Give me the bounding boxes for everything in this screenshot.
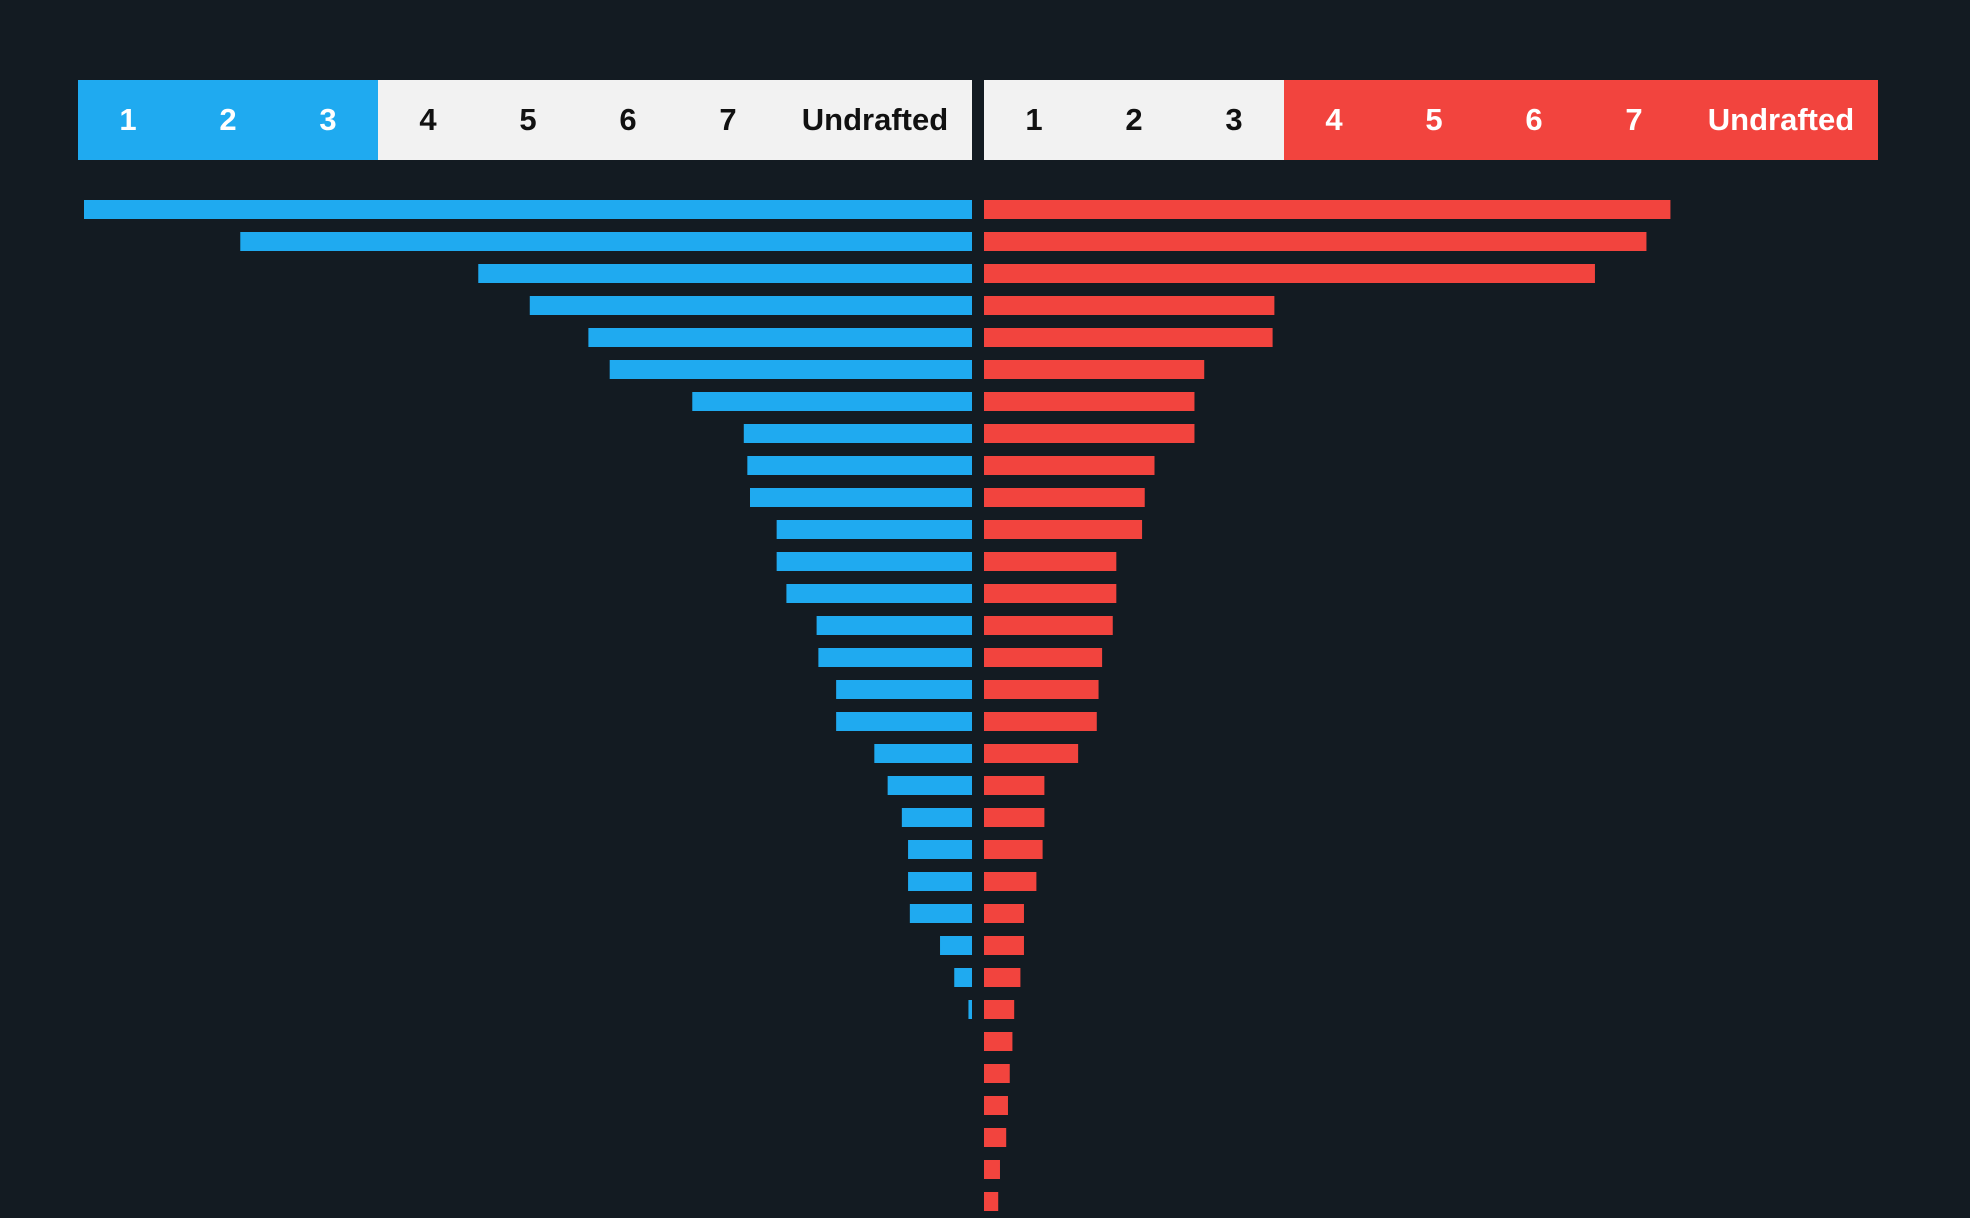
left-bar-7: [692, 392, 972, 411]
left-bar-4: [529, 296, 972, 315]
right-bar-12: [984, 552, 1117, 571]
right-bar-25: [984, 968, 1021, 987]
left-bar-14: [816, 616, 972, 635]
left-bar-21: [908, 840, 972, 859]
left-bar-6: [609, 360, 972, 379]
left-bar-10: [750, 488, 972, 507]
left-bar-24: [940, 936, 972, 955]
left-bar-20: [901, 808, 972, 827]
left-bar-11: [776, 520, 972, 539]
right-bar-31: [984, 1160, 1000, 1179]
right-bar-2: [984, 232, 1647, 251]
right-bar-13: [984, 584, 1117, 603]
legend-right-cell-6: 6: [1484, 80, 1584, 160]
legend-left: 1 2 3 4 5 6 7 Undrafted: [78, 80, 972, 160]
right-bar-6: [984, 360, 1205, 379]
right-bar-3: [984, 264, 1595, 283]
right-bar-11: [984, 520, 1143, 539]
right-bar-30: [984, 1128, 1007, 1147]
right-bar-15: [984, 648, 1103, 667]
left-bar-19: [887, 776, 972, 795]
left-bar-9: [747, 456, 972, 475]
right-bar-7: [984, 392, 1195, 411]
right-bar-10: [984, 488, 1145, 507]
right-bar-28: [984, 1064, 1010, 1083]
legend-left-cell-7: 7: [678, 80, 778, 160]
left-bar-15: [818, 648, 972, 667]
legend-right-cell-4: 4: [1284, 80, 1384, 160]
right-bar-23: [984, 904, 1024, 923]
legend-right-cell-5: 5: [1384, 80, 1484, 160]
right-bar-20: [984, 808, 1045, 827]
right-bar-32: [984, 1192, 999, 1211]
left-bar-17: [836, 712, 972, 731]
legend-right-cell-3: 3: [1184, 80, 1284, 160]
legend-right-cell-8: Undrafted: [1684, 80, 1878, 160]
legend-right-cell-7: 7: [1584, 80, 1684, 160]
left-bar-16: [836, 680, 972, 699]
right-bar-1: [984, 200, 1671, 219]
legend-left-cell-5: 5: [478, 80, 578, 160]
right-bar-26: [984, 1000, 1015, 1019]
right-bar-16: [984, 680, 1099, 699]
left-bar-3: [478, 264, 972, 283]
right-bar-24: [984, 936, 1024, 955]
legend-left-cell-4: 4: [378, 80, 478, 160]
right-bar-22: [984, 872, 1037, 891]
right-bar-5: [984, 328, 1273, 347]
right-bar-19: [984, 776, 1045, 795]
left-bar-22: [908, 872, 972, 891]
right-bar-17: [984, 712, 1097, 731]
right-bar-14: [984, 616, 1113, 635]
left-bar-12: [776, 552, 972, 571]
left-bar-23: [909, 904, 972, 923]
left-bar-18: [874, 744, 972, 763]
left-bar-25: [954, 968, 972, 987]
right-bar-8: [984, 424, 1195, 443]
legend-left-cell-6: 6: [578, 80, 678, 160]
legend-left-cell-3: 3: [278, 80, 378, 160]
right-bar-4: [984, 296, 1275, 315]
left-bar-2: [240, 232, 973, 251]
right-bar-9: [984, 456, 1155, 475]
legend-left-cell-2: 2: [178, 80, 278, 160]
legend-right-cell-1: 1: [984, 80, 1084, 160]
legend-right-cell-2: 2: [1084, 80, 1184, 160]
left-bar-8: [743, 424, 972, 443]
legend-left-cell-8: Undrafted: [778, 80, 972, 160]
left-bar-1: [84, 200, 972, 219]
right-bar-29: [984, 1096, 1008, 1115]
legend-left-cell-1: 1: [78, 80, 178, 160]
right-bar-27: [984, 1032, 1013, 1051]
legend-right: 1 2 3 4 5 6 7 Undrafted: [984, 80, 1878, 160]
left-bar-13: [786, 584, 972, 603]
right-bar-21: [984, 840, 1043, 859]
left-bar-5: [588, 328, 972, 347]
left-bar-26: [968, 1000, 972, 1019]
right-bar-18: [984, 744, 1079, 763]
